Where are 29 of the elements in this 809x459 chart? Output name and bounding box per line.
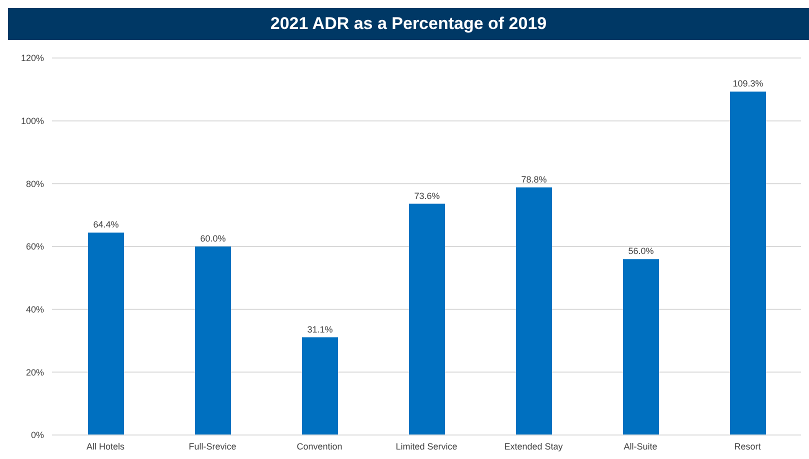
data-label: 56.0% [628,246,654,256]
x-tick-label: Extended Stay [504,441,564,452]
y-tick-label: 0% [30,430,44,440]
data-label: 60.0% [200,234,226,244]
data-label: 64.4% [93,220,119,230]
x-tick-label: Full-Srevice [188,441,236,452]
y-tick-label: 80% [26,178,44,189]
data-label: 31.1% [307,324,333,334]
bar [730,92,766,435]
bar [409,204,445,435]
x-tick-label: Resort [734,441,762,452]
y-tick-label: 40% [26,304,44,315]
data-label: 73.6% [414,190,440,201]
chart-title: 2021 ADR as a Percentage of 2019 [8,8,809,40]
x-tick-label: All-Suite [624,441,658,452]
x-tick-label: Limited Service [396,441,458,452]
y-tick-label: 100% [20,116,44,126]
bar [623,259,659,435]
data-label: 109.3% [732,78,764,89]
x-tick-label: Convention [296,441,342,452]
y-tick-label: 60% [26,242,44,252]
y-tick-label: 120% [20,53,44,64]
y-tick-label: 20% [26,367,44,378]
bar [88,232,124,435]
bar [302,337,338,435]
bar [516,187,552,435]
data-label: 78.8% [521,174,547,184]
x-tick-label: All Hotels [86,441,126,452]
bar [195,246,231,435]
